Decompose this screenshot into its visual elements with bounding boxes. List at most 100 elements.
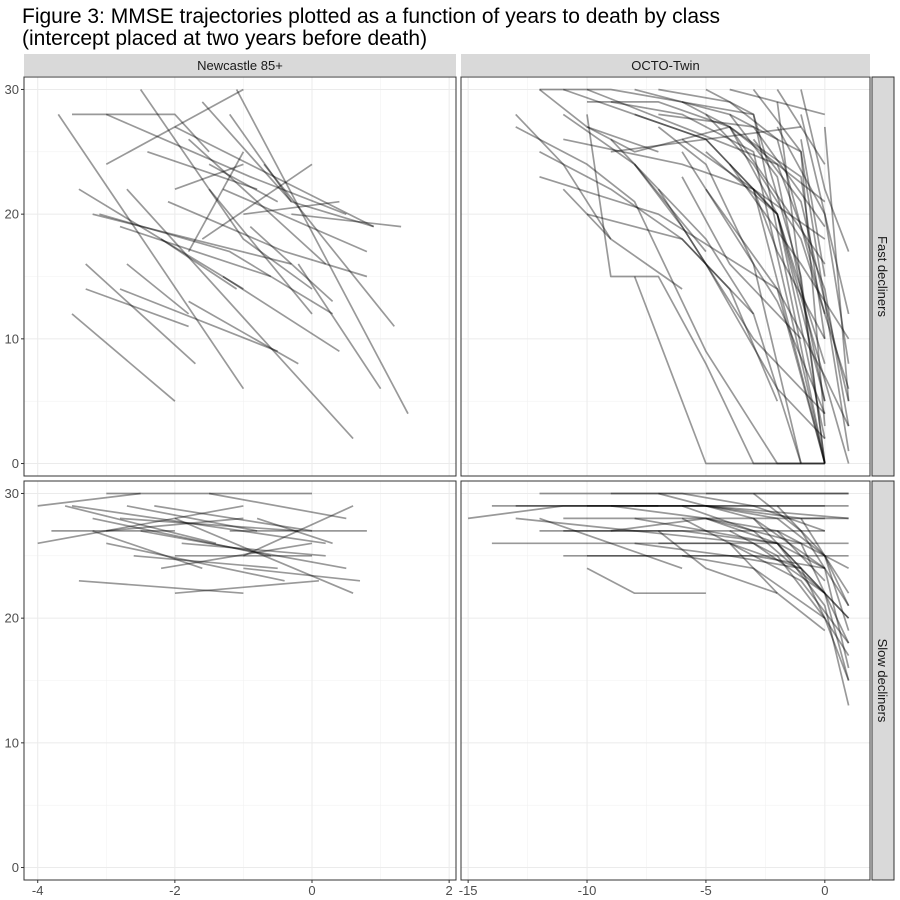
trajectory-line-octo-twin-fast-decliners-44 — [562, 188, 683, 290]
trajectory-line-newcastle-85-slow-decliners-9 — [243, 505, 354, 557]
trajectory-line-octo-twin-fast-decliners-24 — [752, 138, 850, 402]
trajectory-line-octo-twin-slow-decliners-4 — [563, 530, 850, 619]
trajectory-line-octo-twin-fast-decliners-7 — [610, 101, 826, 464]
trajectory-line-octo-twin-fast-decliners-41 — [658, 113, 826, 228]
x-tick-label: 2 — [446, 883, 453, 898]
trajectory-line-newcastle-85-slow-decliners-11 — [154, 505, 313, 532]
figure-title: Figure 3: MMSE trajectories plotted as a… — [22, 6, 882, 50]
trajectory-line-newcastle-85-slow-decliners-19 — [160, 542, 313, 570]
trajectory-line-octo-twin-fast-decliners-39 — [800, 89, 850, 252]
trajectory-line-newcastle-85-slow-decliners-15 — [64, 505, 217, 545]
trajectory-line-newcastle-85-slow-decliners-18 — [106, 517, 244, 532]
trajectory-line-octo-twin-fast-decliners-38 — [776, 89, 826, 165]
trajectory-line-octo-twin-fast-decliners-11 — [705, 88, 826, 464]
trajectory-line-newcastle-85-fast-decliners-33 — [291, 213, 402, 228]
trajectory-line-newcastle-85-fast-decliners-34 — [201, 163, 313, 240]
trajectory-line-octo-twin-slow-decliners-26 — [729, 542, 850, 644]
trajectory-line-octo-twin-fast-decliners-14 — [776, 101, 826, 464]
trajectory-line-newcastle-85-slow-decliners-5 — [140, 530, 347, 570]
trajectory-line-octo-twin-fast-decliners-26 — [800, 114, 850, 315]
trajectory-line-octo-twin-fast-decliners-21 — [705, 151, 850, 464]
trajectory-line-newcastle-85-fast-decliners-29 — [222, 188, 368, 253]
trajectory-line-octo-twin-slow-decliners-11 — [729, 530, 850, 657]
trajectory-line-newcastle-85-fast-decliners-17 — [174, 163, 244, 190]
trajectory-line-newcastle-85-fast-decliners-6 — [201, 101, 374, 228]
trajectory-line-octo-twin-slow-decliners-5 — [610, 505, 850, 644]
x-tick-label: 0 — [821, 883, 828, 898]
trajectory-line-newcastle-85-fast-decliners-16 — [126, 188, 354, 440]
trajectory-line-octo-twin-slow-decliners-9 — [705, 517, 850, 706]
trajectory-line-octo-twin-fast-decliners-22 — [634, 88, 850, 452]
row-strip-label-slow-decliners: Slow decliners — [875, 639, 890, 723]
trajectory-line-newcastle-85-fast-decliners-18 — [263, 163, 395, 327]
trajectory-line-newcastle-85-slow-decliners-20 — [243, 567, 361, 582]
trajectory-line-newcastle-85-slow-decliners-10 — [106, 542, 285, 582]
trajectory-line-octo-twin-fast-decliners-40 — [633, 163, 826, 415]
trajectory-line-octo-twin-fast-decliners-19 — [657, 126, 802, 464]
trajectory-line-octo-twin-fast-decliners-29 — [705, 113, 850, 389]
panel-border — [23, 480, 457, 881]
trajectory-line-octo-twin-fast-decliners-5 — [539, 151, 779, 402]
trajectory-line-newcastle-85-slow-decliners-0 — [37, 505, 244, 545]
trajectory-line-newcastle-85-fast-decliners-19 — [167, 200, 368, 278]
trajectory-line-octo-twin-slow-decliners-10 — [587, 554, 825, 570]
trajectory-line-octo-twin-slow-decliners-31 — [610, 492, 826, 532]
trajectory-line-octo-twin-fast-decliners-45 — [729, 88, 826, 116]
trajectory-line-octo-twin-fast-decliners-6 — [587, 101, 826, 339]
trajectory-line-newcastle-85-fast-decliners-15 — [188, 138, 327, 265]
trajectory-line-newcastle-85-fast-decliners-22 — [243, 200, 340, 216]
trajectory-line-octo-twin-fast-decliners-36 — [538, 88, 659, 153]
trajectory-line-newcastle-85-fast-decliners-3 — [105, 88, 244, 166]
x-tick-label: -15 — [459, 883, 478, 898]
column-strip-newcastle-85 — [24, 54, 456, 76]
trajectory-line-octo-twin-slow-decliners-27 — [752, 517, 850, 681]
figure-title-line-1: Figure 3: MMSE trajectories plotted as a… — [22, 5, 721, 28]
trajectory-line-octo-twin-slow-decliners-28 — [681, 517, 826, 632]
x-tick-label: -5 — [700, 883, 712, 898]
trajectory-line-octo-twin-fast-decliners-33 — [586, 213, 755, 315]
x-tick-label: -4 — [32, 883, 44, 898]
trajectory-line-octo-twin-fast-decliners-1 — [515, 126, 825, 465]
x-tick-label: 0 — [308, 883, 315, 898]
trajectory-line-octo-twin-slow-decliners-21 — [586, 567, 706, 595]
trajectory-line-newcastle-85-slow-decliners-25 — [92, 530, 203, 570]
trajectory-line-newcastle-85-fast-decliners-5 — [174, 126, 375, 228]
trajectory-line-octo-twin-slow-decliners-14 — [681, 554, 826, 619]
trajectory-line-newcastle-85-fast-decliners-13 — [71, 313, 176, 402]
trajectory-line-octo-twin-fast-decliners-2 — [586, 114, 825, 465]
x-tick-label: -2 — [169, 883, 181, 898]
trajectory-line-newcastle-85-fast-decliners-20 — [229, 113, 293, 203]
trajectory-line-octo-twin-fast-decliners-23 — [729, 126, 850, 427]
trajectory-line-octo-twin-slow-decliners-17 — [800, 517, 850, 594]
trajectory-line-newcastle-85-fast-decliners-21 — [222, 275, 340, 353]
column-strip-label-newcastle-85: Newcastle 85+ — [197, 58, 283, 73]
trajectory-line-newcastle-85-fast-decliners-27 — [297, 263, 382, 390]
trajectory-line-octo-twin-fast-decliners-18 — [586, 126, 826, 265]
trajectory-line-octo-twin-fast-decliners-17 — [610, 138, 802, 464]
trajectory-line-octo-twin-fast-decliners-3 — [633, 276, 825, 465]
trajectory-line-newcastle-85-fast-decliners-28 — [208, 163, 279, 203]
trajectory-line-octo-twin-fast-decliners-46 — [800, 139, 826, 277]
trajectory-line-newcastle-85-fast-decliners-12 — [85, 263, 196, 365]
panel-border — [23, 76, 457, 477]
trajectory-line-newcastle-85-fast-decliners-7 — [139, 89, 313, 290]
trajectory-line-octo-twin-fast-decliners-9 — [658, 88, 826, 315]
trajectory-line-octo-twin-fast-decliners-47 — [823, 126, 850, 402]
trajectory-line-octo-twin-fast-decliners-30 — [657, 188, 826, 440]
trajectory-line-newcastle-85-fast-decliners-10 — [99, 213, 334, 315]
trajectory-line-newcastle-85-fast-decliners-31 — [160, 238, 238, 290]
trajectory-line-newcastle-85-slow-decliners-17 — [208, 492, 347, 520]
figure-title-line-2: (intercept placed at two years before de… — [22, 27, 428, 50]
trajectory-line-octo-twin-slow-decliners-32 — [658, 542, 802, 570]
y-tick-label: 20 — [5, 207, 19, 222]
y-tick-label: 0 — [12, 860, 19, 875]
trajectory-line-octo-twin-fast-decliners-28 — [681, 151, 826, 415]
trajectory-line-newcastle-85-slow-decliners-16 — [133, 554, 278, 570]
trajectory-line-octo-twin-fast-decliners-25 — [776, 126, 850, 364]
column-strip-label-octo-twin: OCTO-Twin — [631, 58, 699, 73]
trajectory-line-newcastle-85-slow-decliners-7 — [78, 579, 244, 595]
trajectory-line-octo-twin-fast-decliners-10 — [681, 101, 826, 365]
trajectory-line-octo-twin-slow-decliners-2 — [587, 505, 849, 520]
trajectory-line-octo-twin-fast-decliners-15 — [563, 138, 826, 240]
